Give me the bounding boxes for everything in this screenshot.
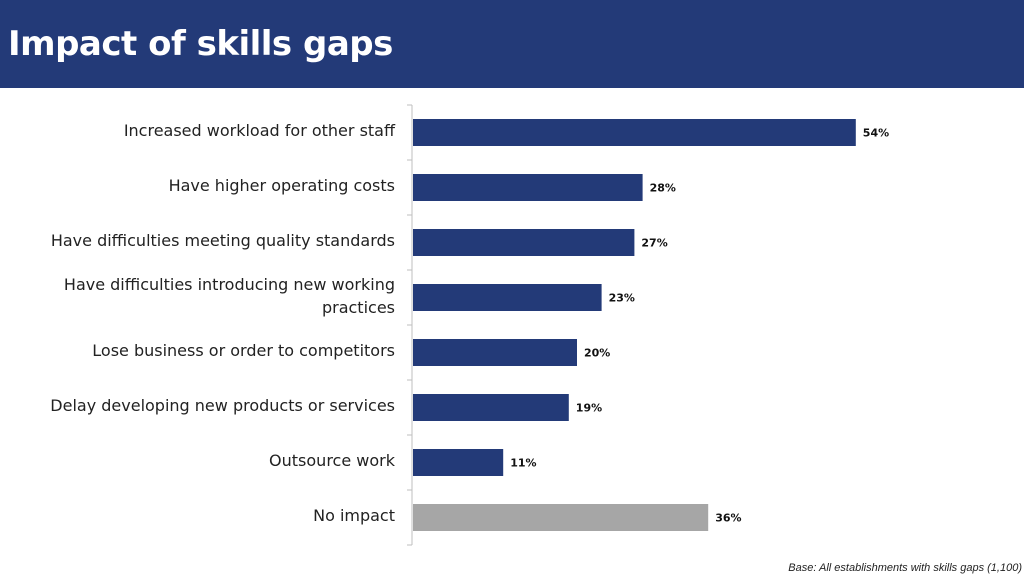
bar-4 [413,339,577,366]
data-label-2: 27% [641,237,667,250]
bar-3 [413,284,602,311]
data-label-0: 54% [863,127,889,140]
category-label-7: No impact [313,506,395,525]
data-label-3: 23% [609,292,635,305]
bar-5 [413,394,569,421]
page-title: Impact of skills gaps [8,24,393,64]
data-label-7: 36% [715,512,741,525]
data-label-5: 19% [576,402,602,415]
category-label-6: Outsource work [269,451,395,470]
bar-6 [413,449,504,476]
bar-7 [413,504,709,531]
category-label-1: Have higher operating costs [168,176,395,195]
category-label-0: Increased workload for other staff [123,121,395,140]
header-banner: Impact of skills gaps [0,0,1024,88]
category-label-5: Delay developing new products or service… [50,396,395,415]
data-label-6: 11% [510,457,536,470]
bar-0 [413,119,856,146]
data-label-1: 28% [650,182,676,195]
footnote: Base: All establishments with skills gap… [788,562,1022,574]
bar-1 [413,174,643,201]
data-label-4: 20% [584,347,610,360]
category-label-3: Have difficulties introducing new workin… [63,274,395,317]
category-label-4: Lose business or order to competitors [92,341,395,360]
category-label-2: Have difficulties meeting quality standa… [50,231,395,250]
bar-2 [413,229,635,256]
